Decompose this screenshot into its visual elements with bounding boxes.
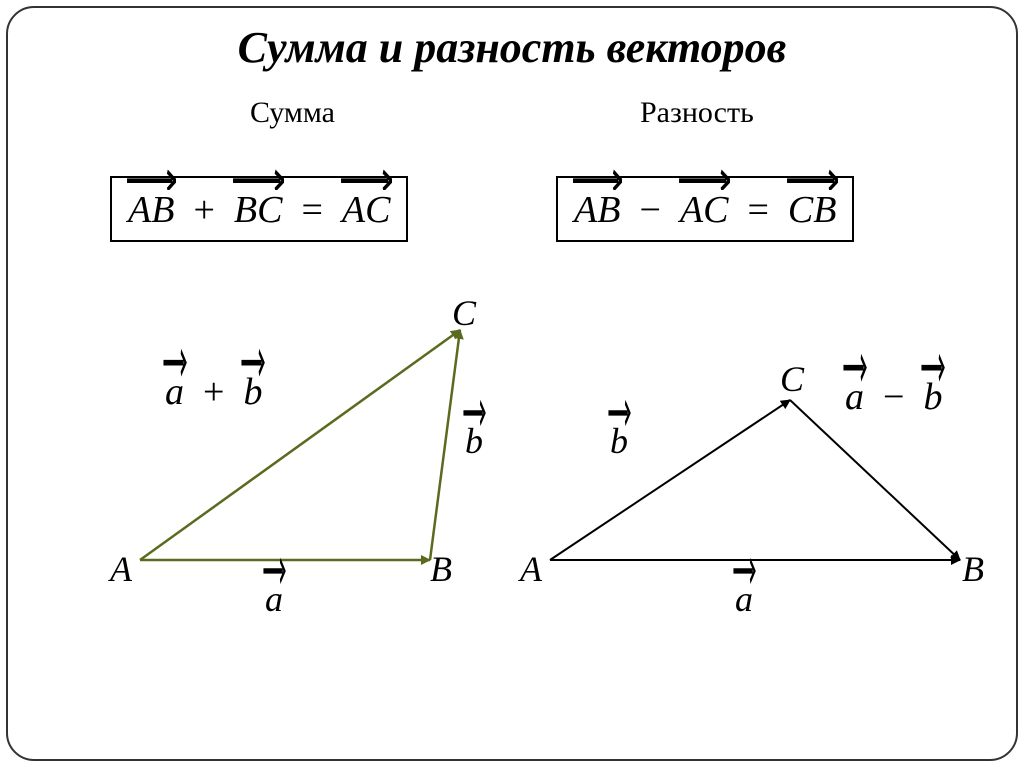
vec-sum-a: a (165, 371, 184, 413)
formula-term: AC (342, 189, 391, 231)
operator-plus: + (194, 370, 234, 414)
operator-eq: = (292, 188, 332, 232)
operator-minus: − (874, 375, 914, 419)
vec-diff-a: a (845, 376, 864, 418)
vector-a-label: a (265, 578, 283, 620)
subtitle-diff: Разность (640, 96, 754, 130)
vector-diff-label: a − b (845, 375, 942, 419)
formula-term: AB (574, 189, 620, 231)
point-C-label: C (452, 292, 476, 334)
vector-a-label: a (735, 578, 753, 620)
subtitle-sum: Сумма (250, 96, 335, 130)
point-C-label: C (780, 358, 804, 400)
formula-term: AC (680, 189, 729, 231)
vector-b-label: b (610, 420, 628, 462)
operator-minus: − (630, 188, 670, 232)
formula-sum-box: AB + BC = AC (110, 176, 408, 242)
diagram-sum: A B C a b a + b (80, 300, 530, 670)
operator-plus: + (184, 188, 224, 232)
point-B-label: B (430, 548, 452, 590)
point-B-label: B (962, 548, 984, 590)
vec-b-text: b (465, 421, 483, 461)
slide-title: Сумма и разность векторов (0, 22, 1024, 73)
vec-AB: AB (574, 188, 620, 232)
formula-term: AB (128, 189, 174, 231)
diagram-diff: A B C a b a − b (500, 300, 1000, 670)
formula-diff-box: AB − AC = CB (556, 176, 854, 242)
vec-BC: BC (234, 188, 283, 232)
vector-b-label: b (465, 420, 483, 462)
point-A-label: A (520, 548, 542, 590)
vec-sum-b: b (243, 371, 262, 413)
vec-AB: AB (128, 188, 174, 232)
vec-a-text: a (265, 579, 283, 619)
vec-AC: AC (680, 188, 729, 232)
triangle-sum-svg (80, 300, 530, 670)
vector-sum-label: a + b (165, 370, 262, 414)
vec-diff-b: b (923, 376, 942, 418)
vec-a-text: a (735, 579, 753, 619)
vec-b-text: b (610, 421, 628, 461)
point-A-label: A (110, 548, 132, 590)
vec-CB: CB (788, 188, 837, 232)
formula-term: BC (234, 189, 283, 231)
operator-eq: = (738, 188, 778, 232)
formula-term: CB (788, 189, 837, 231)
vec-AC: AC (342, 188, 391, 232)
